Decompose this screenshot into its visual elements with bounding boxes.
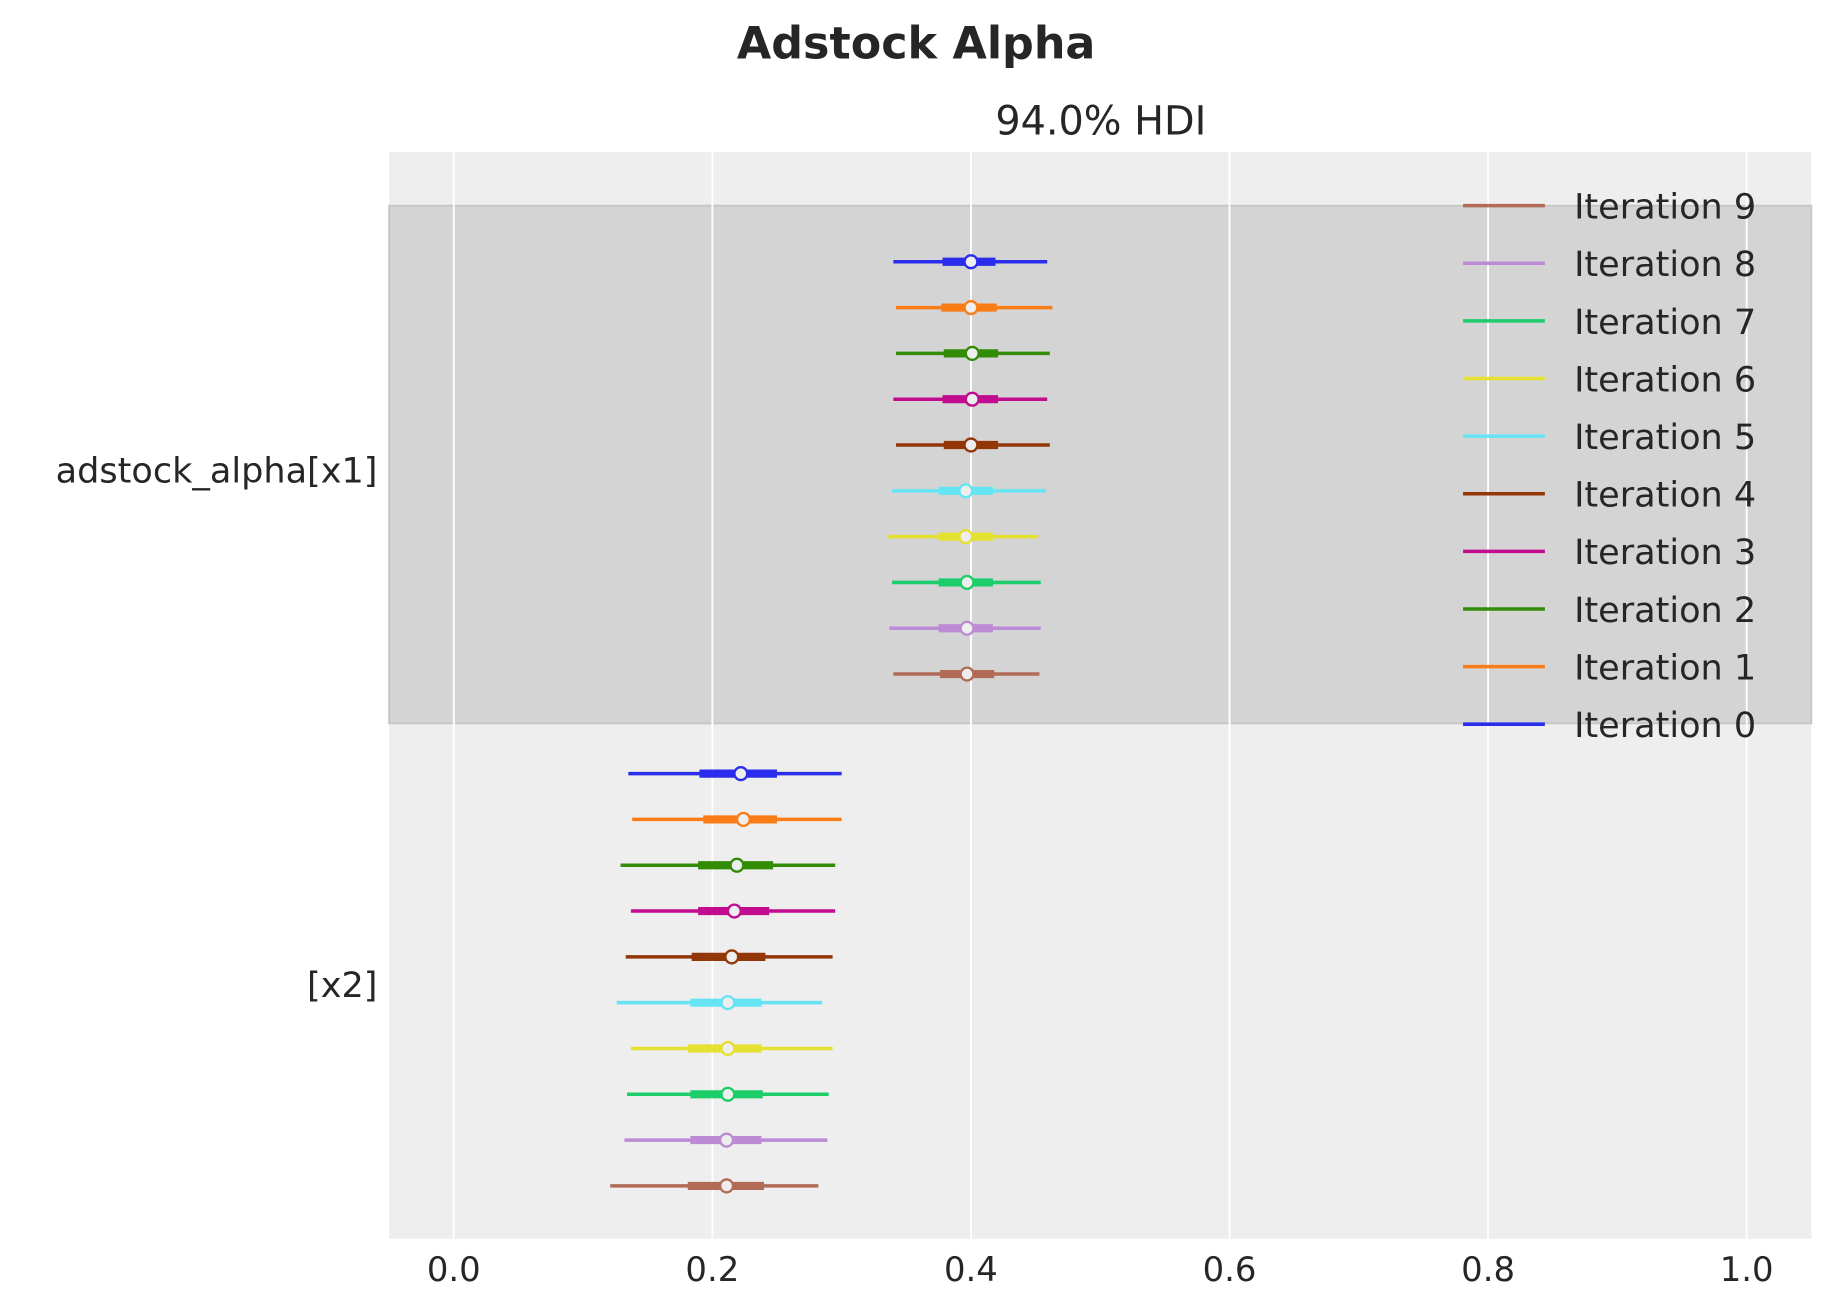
legend-entry: Iteration 9 — [1463, 187, 1756, 228]
x-tick-label: 0.8 — [1461, 1250, 1515, 1289]
forest-mark — [620, 857, 836, 873]
legend-label: Iteration 9 — [1574, 187, 1756, 228]
forest-mark — [893, 254, 1048, 270]
median-point — [720, 995, 736, 1011]
median-point — [718, 1132, 735, 1148]
median-point — [959, 666, 975, 682]
median-point — [963, 299, 979, 316]
median-point — [726, 903, 742, 919]
median-point — [964, 345, 980, 361]
forest-mark — [895, 345, 1050, 361]
legend-label: Iteration 3 — [1574, 532, 1756, 573]
median-point — [963, 254, 979, 270]
forest-mark — [889, 620, 1041, 636]
legend-entry: Iteration 2 — [1463, 590, 1756, 631]
forest-mark — [888, 529, 1039, 545]
median-point — [963, 437, 979, 453]
median-point — [724, 949, 740, 965]
highlight-band — [388, 204, 1813, 725]
legend-entry: Iteration 3 — [1463, 532, 1756, 573]
legend-entry: Iteration 0 — [1463, 705, 1756, 746]
median-point — [720, 1040, 736, 1057]
forest-mark — [630, 1040, 833, 1057]
category-label-x1: adstock_alpha[x1] — [56, 451, 378, 492]
legend-entry: Iteration 6 — [1463, 359, 1756, 400]
x-tick-label: 1.0 — [1720, 1250, 1774, 1289]
forest-mark — [632, 811, 842, 828]
median-point — [964, 391, 980, 407]
legend-label: Iteration 5 — [1574, 417, 1756, 458]
forest-mark — [627, 1086, 829, 1102]
legend-label: Iteration 6 — [1574, 359, 1756, 400]
median-point — [718, 1178, 735, 1194]
forest-mark — [628, 766, 842, 782]
median-point — [959, 574, 975, 591]
median-point — [958, 529, 974, 545]
legend-entry: Iteration 4 — [1463, 475, 1756, 516]
median-point — [959, 620, 975, 636]
x-tick-label: 0.4 — [944, 1250, 998, 1289]
x-tick-label: 0.2 — [685, 1250, 739, 1289]
forest-mark — [892, 574, 1041, 591]
forest-mark — [895, 437, 1050, 453]
x-tick-label: 0.0 — [427, 1250, 481, 1289]
category-label-x2: [x2] — [307, 965, 377, 1006]
forest-mark — [895, 299, 1053, 316]
forest-mark — [610, 1178, 819, 1194]
forest-mark — [630, 903, 836, 919]
median-point — [733, 766, 749, 782]
legend-label: Iteration 4 — [1574, 475, 1756, 516]
legend-label: Iteration 8 — [1574, 244, 1756, 285]
legend-label: Iteration 0 — [1574, 705, 1756, 746]
median-point — [720, 1086, 736, 1102]
forest-mark — [893, 666, 1040, 682]
forest-mark — [892, 483, 1046, 499]
chart-subtitle: 94.0% HDI — [995, 98, 1206, 144]
legend-label: Iteration 7 — [1574, 302, 1756, 343]
legend-entry: Iteration 1 — [1463, 647, 1756, 688]
legend-entry: Iteration 5 — [1463, 417, 1756, 458]
legend-entry: Iteration 7 — [1463, 302, 1756, 343]
legend-label: Iteration 1 — [1574, 647, 1756, 688]
forest-mark — [625, 949, 833, 965]
legend-entry: Iteration 8 — [1463, 244, 1756, 285]
forest-mark — [616, 995, 823, 1011]
forest-mark — [624, 1132, 828, 1148]
legend-label: Iteration 2 — [1574, 590, 1756, 631]
chart-title: Adstock Alpha — [737, 18, 1095, 69]
median-point — [958, 483, 974, 499]
x-tick-label: 0.6 — [1203, 1250, 1257, 1289]
forest-mark — [893, 391, 1048, 407]
median-point — [729, 857, 745, 873]
median-point — [735, 811, 751, 828]
